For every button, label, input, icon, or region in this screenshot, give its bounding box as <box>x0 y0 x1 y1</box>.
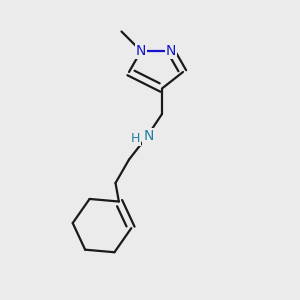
Text: N: N <box>136 44 146 58</box>
Text: H: H <box>131 131 140 145</box>
Text: N: N <box>143 130 154 143</box>
Text: N: N <box>166 44 176 58</box>
